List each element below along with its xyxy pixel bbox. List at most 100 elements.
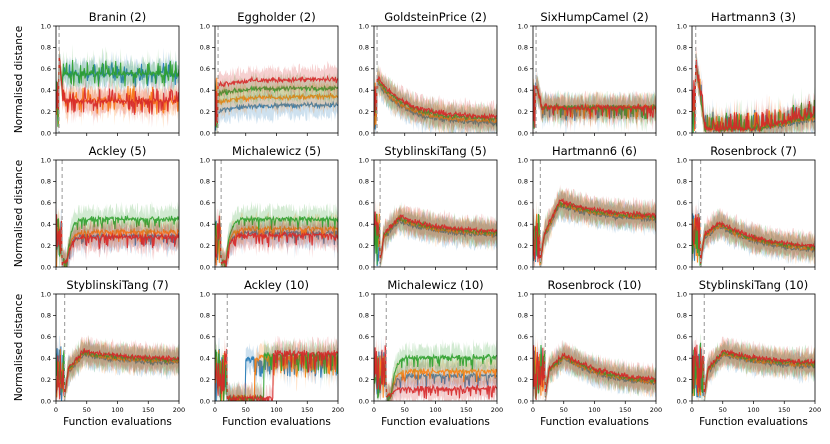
x-tick-label: 150: [142, 406, 154, 414]
y-tick-label: 0.2: [41, 108, 51, 116]
y-tick-label: 0.4: [518, 355, 528, 363]
y-tick-label: 0.4: [677, 355, 687, 363]
series-band: [533, 68, 656, 133]
plot-area: [692, 197, 815, 267]
panel-title: StyblinskiTang (5): [384, 144, 486, 158]
y-tick-label: 1.0: [359, 22, 369, 30]
series-line: [56, 56, 179, 115]
series-line: [215, 77, 338, 123]
x-tick-label: 50: [242, 406, 250, 414]
y-tick-label: 0.8: [41, 178, 51, 186]
panel-title: SixHumpCamel (2): [540, 10, 648, 24]
y-axis-label: Normalised distance: [13, 294, 25, 401]
x-tick-label: 200: [650, 406, 662, 414]
panel: Rosenbrock (7) 0.0 0.2 0.4 0.6 0.8 1.0: [677, 144, 816, 271]
x-axis-label: Function evaluations: [222, 416, 331, 428]
x-tick-label: 150: [460, 406, 472, 414]
y-tick-label: 0.2: [359, 108, 369, 116]
y-tick-label: 0.2: [359, 376, 369, 384]
plot-area: [56, 43, 179, 133]
plot-area: [533, 184, 656, 267]
y-tick-label: 0.8: [677, 44, 687, 52]
series-line: [692, 59, 815, 133]
y-tick-label: 0.6: [359, 199, 369, 207]
series-line: [56, 214, 179, 267]
y-tick-label: 0.6: [41, 333, 51, 341]
y-tick-label: 0.8: [518, 312, 528, 320]
y-tick-label: 0.2: [677, 242, 687, 250]
series-band: [374, 339, 497, 401]
series-line: [215, 79, 338, 128]
plot-area: [692, 45, 815, 133]
y-tick-label: 0.4: [200, 355, 210, 363]
y-tick-label: 0.0: [41, 397, 51, 405]
panel-title: Michalewicz (10): [387, 278, 483, 292]
y-tick-label: 0.2: [677, 108, 687, 116]
y-tick-label: 0.6: [677, 65, 687, 73]
y-tick-label: 0.4: [200, 221, 210, 229]
y-tick-label: 0.6: [677, 333, 687, 341]
series-band: [215, 208, 338, 267]
y-tick-label: 0.8: [359, 44, 369, 52]
x-tick-label: 50: [719, 406, 727, 414]
panel: Ackley (10) 0.0 0.2 0.4 0.6 0.8 1.0 0 50 100 150 20…: [200, 278, 345, 414]
panel: SixHumpCamel (2) 0.0 0.2 0.4 0.6 0.8 1.0: [518, 10, 657, 137]
x-tick-label: 0: [213, 406, 217, 414]
panel: Hartmann6 (6) 0.0 0.2 0.4 0.6 0.8 1.0: [518, 144, 657, 271]
plot-area: [374, 335, 497, 401]
y-tick-label: 0.6: [200, 333, 210, 341]
y-tick-label: 0.0: [359, 129, 369, 137]
y-tick-label: 0.6: [359, 65, 369, 73]
panel: Hartmann3 (3) 0.0 0.2 0.4 0.6 0.8 1.0: [677, 10, 816, 137]
panel: Branin (2) 0.0 0.2 0.4 0.6 0.8 1.0: [41, 10, 180, 137]
y-tick-label: 0.0: [359, 263, 369, 271]
y-tick-label: 0.0: [518, 263, 528, 271]
y-tick-label: 0.4: [41, 221, 51, 229]
y-tick-label: 0.4: [518, 87, 528, 95]
series-line: [374, 75, 497, 121]
y-tick-label: 0.8: [200, 178, 210, 186]
plot-area: [374, 62, 497, 133]
plot-area: [215, 60, 338, 133]
series-line: [533, 197, 656, 263]
y-tick-label: 0.6: [200, 199, 210, 207]
panel-title: Ackley (10): [244, 278, 309, 292]
panel-title: Hartmann3 (3): [711, 10, 796, 24]
x-axis-label: Function evaluations: [381, 416, 490, 428]
x-tick-label: 200: [809, 406, 821, 414]
x-tick-label: 100: [588, 406, 600, 414]
x-tick-label: 100: [270, 406, 282, 414]
y-tick-label: 0.2: [41, 242, 51, 250]
series-band: [692, 51, 815, 133]
y-tick-label: 0.8: [518, 44, 528, 52]
y-tick-label: 0.2: [200, 376, 210, 384]
x-tick-label: 50: [401, 406, 409, 414]
plot-area: [692, 333, 815, 401]
panel: StyblinskiTang (7) 0.0 0.2 0.4 0.6 0.8 1.0 0 50 1…: [41, 278, 186, 414]
x-tick-label: 50: [560, 406, 568, 414]
y-tick-label: 1.0: [359, 290, 369, 298]
series-band: [215, 201, 338, 267]
plot-area: [215, 335, 338, 401]
series-line: [692, 214, 815, 264]
series-band: [374, 335, 497, 401]
y-tick-label: 0.0: [677, 129, 687, 137]
x-axis-label: Function evaluations: [540, 416, 649, 428]
panel: Ackley (5) 0.0 0.2 0.4 0.6 0.8 1.0: [41, 144, 180, 271]
y-tick-label: 0.6: [677, 199, 687, 207]
series-line: [374, 211, 497, 263]
panel: StyblinskiTang (10) 0.0 0.2 0.4 0.6 0.8 1.0 0 50…: [677, 278, 822, 414]
y-tick-label: 0.0: [200, 397, 210, 405]
y-tick-label: 1.0: [677, 290, 687, 298]
panel-title: Eggholder (2): [237, 10, 315, 24]
series-line: [56, 54, 179, 127]
series-band: [56, 43, 179, 128]
y-tick-label: 0.2: [518, 376, 528, 384]
x-tick-label: 200: [491, 406, 503, 414]
x-tick-label: 0: [531, 406, 535, 414]
y-tick-label: 0.2: [518, 108, 528, 116]
y-tick-label: 0.0: [41, 263, 51, 271]
panel-title: GoldsteinPrice (2): [384, 10, 487, 24]
y-axis-label: Normalised distance: [13, 26, 25, 133]
x-tick-label: 100: [111, 406, 123, 414]
